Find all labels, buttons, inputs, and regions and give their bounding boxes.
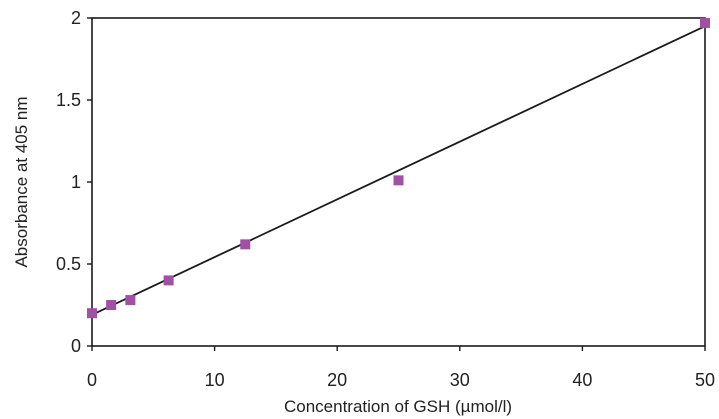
y-tick-label: 2 xyxy=(71,8,81,28)
linear-fit-line xyxy=(91,25,706,316)
data-point xyxy=(87,308,97,319)
x-tick-label: 30 xyxy=(450,370,470,390)
data-point xyxy=(163,275,174,286)
data-point xyxy=(106,300,117,310)
data-point xyxy=(125,295,136,306)
x-axis-title: Concentration of GSH (µmol/l) xyxy=(284,397,512,416)
data-point xyxy=(700,17,710,28)
x-tick-label: 50 xyxy=(695,370,715,390)
y-axis-title: Absorbance at 405 nm xyxy=(12,96,31,267)
data-points xyxy=(87,17,710,319)
y-tick-label: 1.5 xyxy=(56,90,81,110)
x-tick-label: 20 xyxy=(327,370,347,390)
data-point xyxy=(393,175,404,186)
y-tick-label: 1 xyxy=(71,172,81,192)
x-tick-label: 0 xyxy=(87,370,97,390)
y-tick-label: 0 xyxy=(71,336,81,356)
x-tick-label: 10 xyxy=(205,370,225,390)
y-axis: 0 0.5 1 1.5 2 xyxy=(56,8,92,356)
x-axis: 0 10 20 30 40 50 xyxy=(87,346,715,390)
data-point xyxy=(240,239,251,250)
x-tick-label: 40 xyxy=(572,370,592,390)
y-tick-label: 0.5 xyxy=(56,254,81,274)
